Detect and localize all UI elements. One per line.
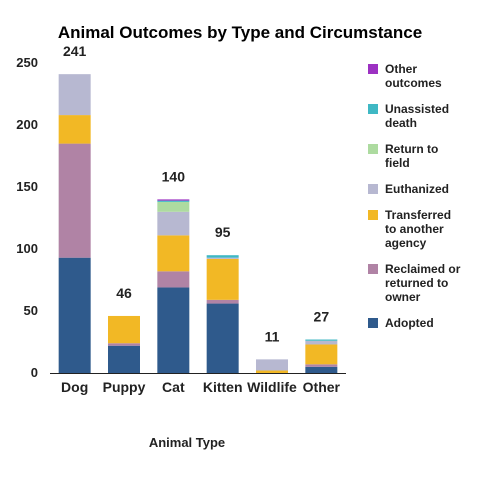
legend-item: Reclaimed or returned to owner xyxy=(368,262,461,304)
y-tick-label: 0 xyxy=(31,365,38,380)
bar-segment-dog-euthanized xyxy=(58,74,91,116)
y-tick-label: 200 xyxy=(16,117,38,132)
x-tick-label: Kitten xyxy=(203,379,243,395)
x-tick-label: Other xyxy=(303,379,341,395)
x-tick-label: Puppy xyxy=(103,379,146,395)
y-tick-label: 50 xyxy=(24,303,38,318)
bar-total-label: 27 xyxy=(314,309,330,325)
bar-total-label: 95 xyxy=(215,224,231,240)
y-axis: 0 50 100 150 200 250 xyxy=(16,55,38,380)
legend-swatch xyxy=(368,264,378,274)
bar-segment-puppy-transferred-to-another-agency xyxy=(108,315,140,344)
bar-total-label: 46 xyxy=(116,285,132,301)
bar-segment-kitten-unassisted-death xyxy=(206,255,239,258)
bar-segment-cat-return-to-field xyxy=(157,201,190,212)
bar-segment-kitten-adopted xyxy=(206,303,239,373)
legend-label: Reclaimed or returned to owner xyxy=(385,262,461,304)
bar-segment-other-euthanized xyxy=(305,340,338,345)
y-tick-label: 100 xyxy=(16,241,38,256)
legend-item: Return to field xyxy=(368,142,438,170)
bar-segment-cat-other-outcomes xyxy=(157,199,190,201)
bar-segment-cat-euthanized xyxy=(157,211,190,236)
bar-segment-cat-adopted xyxy=(157,287,190,373)
legend-label: Euthanized xyxy=(385,182,449,196)
x-axis: Dog Puppy Cat Kitten Wildlife Other xyxy=(50,373,346,395)
legend-swatch xyxy=(368,318,378,328)
bar-total-label: 140 xyxy=(162,168,186,184)
bar-segment-dog-reclaimed-or-returned-to-owner xyxy=(58,143,91,258)
bars xyxy=(58,74,338,373)
bar-total-label: 11 xyxy=(265,328,280,344)
bar-segment-other-unassisted-death xyxy=(305,339,338,341)
legend-swatch xyxy=(368,184,378,194)
bar-segment-wildlife-euthanized xyxy=(256,359,288,371)
y-tick-label: 250 xyxy=(16,55,38,70)
bar-segment-kitten-transferred-to-another-agency xyxy=(206,258,239,300)
y-tick-label: 150 xyxy=(16,179,38,194)
x-axis-label: Animal Type xyxy=(149,435,225,450)
legend-label: Unassisted death xyxy=(385,102,449,130)
legend-swatch xyxy=(368,64,378,74)
legend: Other outcomes Unassisted death Return to fie… xyxy=(368,62,461,330)
legend-swatch xyxy=(368,144,378,154)
legend-label: Transferred to another agency xyxy=(385,208,451,250)
legend-label: Adopted xyxy=(385,316,434,330)
bar-segment-dog-adopted xyxy=(58,257,91,373)
x-tick-label: Dog xyxy=(61,379,88,395)
legend-item: Other outcomes xyxy=(368,62,442,90)
legend-label: Other outcomes xyxy=(385,62,442,90)
legend-label: Return to field xyxy=(385,142,438,170)
bar-segment-other-transferred-to-another-agency xyxy=(305,344,338,365)
legend-item: Euthanized xyxy=(368,182,449,196)
bar-segment-other-reclaimed-or-returned-to-owner xyxy=(305,364,338,367)
legend-item: Adopted xyxy=(368,316,434,330)
legend-swatch xyxy=(368,104,378,114)
bar-segment-dog-transferred-to-another-agency xyxy=(58,115,91,144)
legend-item: Transferred to another agency xyxy=(368,208,451,250)
bar-segment-other-adopted xyxy=(305,366,338,373)
bar-total-label: 241 xyxy=(63,43,87,59)
bar-segment-kitten-euthanized xyxy=(206,257,239,259)
bar-segment-wildlife-transferred-to-another-agency xyxy=(256,370,288,373)
legend-swatch xyxy=(368,210,378,220)
bar-segment-cat-reclaimed-or-returned-to-owner xyxy=(157,271,190,288)
legend-item: Unassisted death xyxy=(368,102,449,130)
x-tick-label: Cat xyxy=(162,379,185,395)
bar-totals: 241 46 140 95 11 27 xyxy=(63,43,329,344)
bar-segment-cat-transferred-to-another-agency xyxy=(157,235,190,272)
bar-segment-puppy-adopted xyxy=(108,345,140,373)
chart-title: Animal Outcomes by Type and Circumstance xyxy=(58,23,422,42)
bar-segment-kitten-reclaimed-or-returned-to-owner xyxy=(206,299,239,304)
bar-segment-cat-unassisted-death xyxy=(157,200,190,202)
bar-segment-puppy-reclaimed-or-returned-to-owner xyxy=(108,343,140,346)
x-tick-label: Wildlife xyxy=(247,379,297,395)
